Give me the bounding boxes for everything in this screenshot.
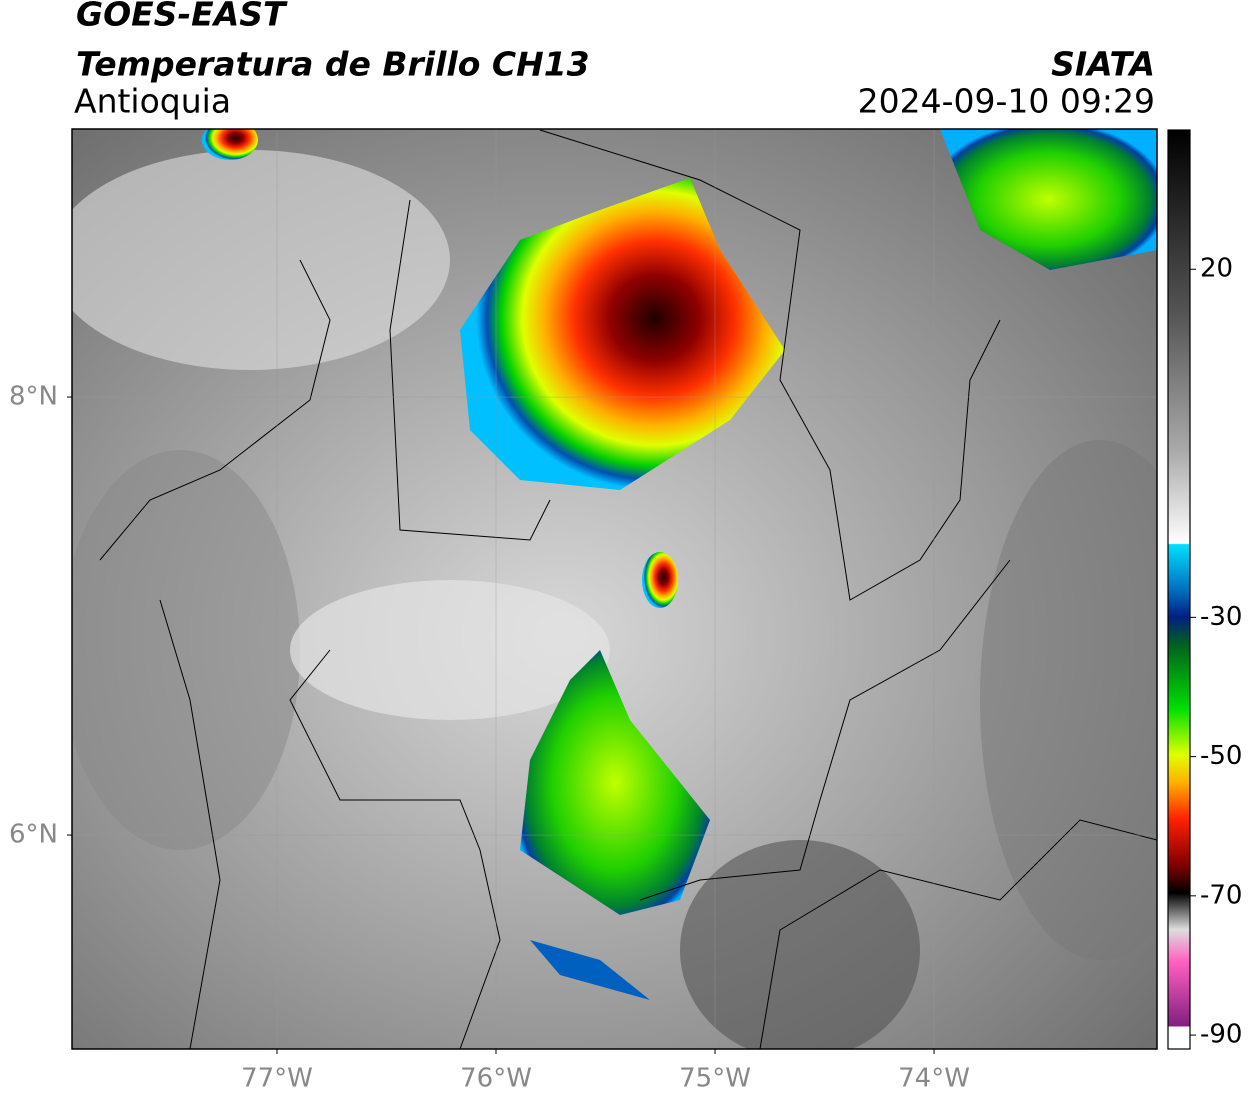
colorbar-tick-label: -90 <box>1200 1020 1242 1050</box>
region: Antioquia <box>74 82 231 121</box>
lat-tick-label: 6°N <box>9 820 58 850</box>
title: GOES-EAST <box>76 0 288 34</box>
lon-tick-label: 76°W <box>460 1064 532 1094</box>
lon-tick-label: 75°W <box>679 1064 751 1094</box>
lat-tick-label: 8°N <box>9 382 58 412</box>
satellite-image <box>72 129 1157 1049</box>
lon-tick-label: 77°W <box>241 1064 313 1094</box>
colorbar-tick-label: -30 <box>1200 602 1242 632</box>
map-frame <box>71 128 1158 1050</box>
colorbar-tick-label: -70 <box>1200 880 1242 910</box>
timestamp: 2024-09-10 09:29 <box>858 82 1155 121</box>
graticule <box>72 129 1157 1049</box>
lon-tick-label: 74°W <box>898 1064 970 1094</box>
subtitle: Temperatura de Brillo CH13 <box>76 45 590 84</box>
colorbar-tick-label: 20 <box>1200 254 1233 284</box>
source: SIATA <box>1051 45 1155 84</box>
colorbar-tick-label: -50 <box>1200 741 1242 771</box>
colorbar <box>1167 129 1191 1050</box>
